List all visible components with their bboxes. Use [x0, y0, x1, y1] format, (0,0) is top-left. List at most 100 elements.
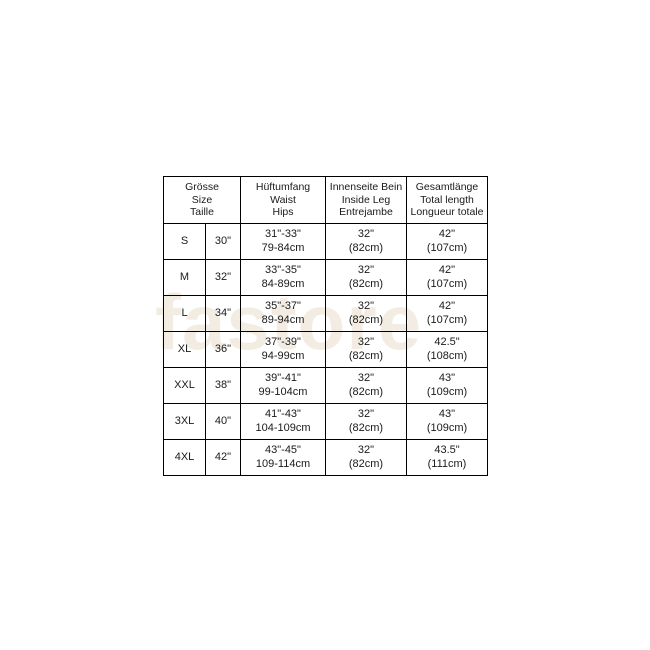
- cell-size: XL: [163, 331, 206, 368]
- cell-waist-range: 37"-39" 94-99cm: [240, 331, 326, 368]
- cell-waist-number: 32": [205, 259, 241, 296]
- header-line-de: Hüftumfang: [255, 181, 311, 194]
- cell-inside-leg: 32" (82cm): [325, 439, 407, 476]
- column-header-total-length: Gesamtlänge Total length Longueur totale: [406, 176, 488, 224]
- cell-size: S: [163, 223, 206, 260]
- header-line-fr: Hips: [272, 206, 294, 219]
- column-header-size: Grösse Size Taille: [163, 176, 241, 224]
- value-cm: 109-114cm: [255, 457, 311, 470]
- table-row: M 32" 33"-35" 84-89cm 32" (82cm) 42" (10…: [163, 259, 488, 296]
- cell-waist-number: 30": [205, 223, 241, 260]
- table-row: 4XL 42" 43"-45" 109-114cm 32" (82cm) 43.…: [163, 439, 488, 476]
- value-cm: (82cm): [348, 313, 384, 326]
- cell-waist-number: 36": [205, 331, 241, 368]
- value-cm: 94-99cm: [261, 349, 305, 362]
- cell-total-length: 43" (109cm): [406, 367, 488, 404]
- value-cm: 84-89cm: [261, 277, 305, 290]
- value-inches: 43"-45": [265, 444, 301, 456]
- value-inches: 32": [357, 336, 375, 348]
- header-row: Grösse Size Taille Hüftumfang Waist Hips…: [163, 176, 488, 224]
- value-cm: (111cm): [427, 457, 467, 470]
- value-inches: 42": [438, 300, 456, 312]
- value-cm: 99-104cm: [258, 385, 308, 398]
- header-line-en: Inside Leg: [341, 193, 391, 206]
- value-inches: 32": [357, 300, 375, 312]
- cell-size: L: [163, 295, 206, 332]
- value-inches: 43": [438, 372, 456, 384]
- value-inches: 32": [357, 444, 375, 456]
- cell-waist-number: 42": [205, 439, 241, 476]
- header-line-de: Grösse: [185, 181, 219, 194]
- value-cm: (82cm): [348, 349, 384, 362]
- cell-waist-range: 35"-37" 89-94cm: [240, 295, 326, 332]
- table-row: XXL 38" 39"-41" 99-104cm 32" (82cm) 43" …: [163, 367, 488, 404]
- value-cm: 104-109cm: [255, 421, 311, 434]
- value-inches: 32": [357, 264, 375, 276]
- size-chart-table: Grösse Size Taille Hüftumfang Waist Hips…: [163, 176, 488, 476]
- value-cm: (82cm): [348, 385, 384, 398]
- value-cm: (82cm): [348, 241, 384, 254]
- value-cm: (82cm): [348, 457, 384, 470]
- cell-waist-range: 41"-43" 104-109cm: [240, 403, 326, 440]
- cell-waist-range: 43"-45" 109-114cm: [240, 439, 326, 476]
- cell-total-length: 43" (109cm): [406, 403, 488, 440]
- cell-waist-range: 33"-35" 84-89cm: [240, 259, 326, 296]
- value-inches: 42.5": [434, 336, 460, 348]
- header-line-de: Gesamtlänge: [415, 181, 479, 194]
- table-row: 3XL 40" 41"-43" 104-109cm 32" (82cm) 43"…: [163, 403, 488, 440]
- cell-size: XXL: [163, 367, 206, 404]
- cell-size: 4XL: [163, 439, 206, 476]
- cell-waist-range: 31"-33" 79-84cm: [240, 223, 326, 260]
- value-inches: 32": [357, 408, 375, 420]
- table-body: S 30" 31"-33" 79-84cm 32" (82cm) 42" (10…: [163, 223, 488, 476]
- cell-inside-leg: 32" (82cm): [325, 295, 407, 332]
- value-inches: 42": [438, 228, 456, 240]
- header-line-fr: Entrejambe: [339, 206, 393, 219]
- value-cm: (107cm): [426, 277, 468, 290]
- cell-total-length: 42" (107cm): [406, 295, 488, 332]
- value-cm: (82cm): [348, 421, 384, 434]
- header-line-fr: Taille: [190, 206, 214, 219]
- table-row: S 30" 31"-33" 79-84cm 32" (82cm) 42" (10…: [163, 223, 488, 260]
- value-inches: 42": [438, 264, 456, 276]
- table-row: L 34" 35"-37" 89-94cm 32" (82cm) 42" (10…: [163, 295, 488, 332]
- value-cm: (109cm): [426, 385, 468, 398]
- cell-inside-leg: 32" (82cm): [325, 223, 407, 260]
- cell-size: 3XL: [163, 403, 206, 440]
- cell-total-length: 42.5" (108cm): [406, 331, 488, 368]
- cell-inside-leg: 32" (82cm): [325, 331, 407, 368]
- header-line-fr: Longueur totale: [410, 206, 484, 219]
- value-inches: 32": [357, 228, 375, 240]
- value-cm: (108cm): [426, 349, 468, 362]
- table-header: Grösse Size Taille Hüftumfang Waist Hips…: [163, 176, 488, 224]
- header-line-en: Waist: [270, 193, 296, 206]
- value-inches: 32": [357, 372, 375, 384]
- cell-waist-number: 40": [205, 403, 241, 440]
- value-cm: 79-84cm: [261, 241, 305, 254]
- cell-waist-number: 34": [205, 295, 241, 332]
- column-header-waist: Hüftumfang Waist Hips: [240, 176, 326, 224]
- cell-total-length: 42" (107cm): [406, 223, 488, 260]
- table-row: XL 36" 37"-39" 94-99cm 32" (82cm) 42.5" …: [163, 331, 488, 368]
- cell-waist-number: 38": [205, 367, 241, 404]
- value-cm: (82cm): [348, 277, 384, 290]
- value-cm: (107cm): [426, 241, 468, 254]
- cell-inside-leg: 32" (82cm): [325, 259, 407, 296]
- cell-total-length: 42" (107cm): [406, 259, 488, 296]
- cell-total-length: 43.5" (111cm): [406, 439, 488, 476]
- value-cm: (107cm): [426, 313, 468, 326]
- column-header-inside-leg: Innenseite Bein Inside Leg Entrejambe: [325, 176, 407, 224]
- value-inches: 41"-43": [265, 408, 301, 420]
- value-cm: 89-94cm: [261, 313, 305, 326]
- header-line-en: Total length: [420, 193, 474, 206]
- value-inches: 31"-33": [265, 228, 301, 240]
- header-line-en: Size: [191, 193, 213, 206]
- cell-waist-range: 39"-41" 99-104cm: [240, 367, 326, 404]
- header-line-de: Innenseite Bein: [329, 181, 403, 194]
- cell-inside-leg: 32" (82cm): [325, 403, 407, 440]
- value-inches: 33"-35": [265, 264, 301, 276]
- value-inches: 39"-41": [265, 372, 301, 384]
- cell-inside-leg: 32" (82cm): [325, 367, 407, 404]
- value-inches: 35"-37": [265, 300, 301, 312]
- size-chart-container: Grösse Size Taille Hüftumfang Waist Hips…: [163, 176, 488, 476]
